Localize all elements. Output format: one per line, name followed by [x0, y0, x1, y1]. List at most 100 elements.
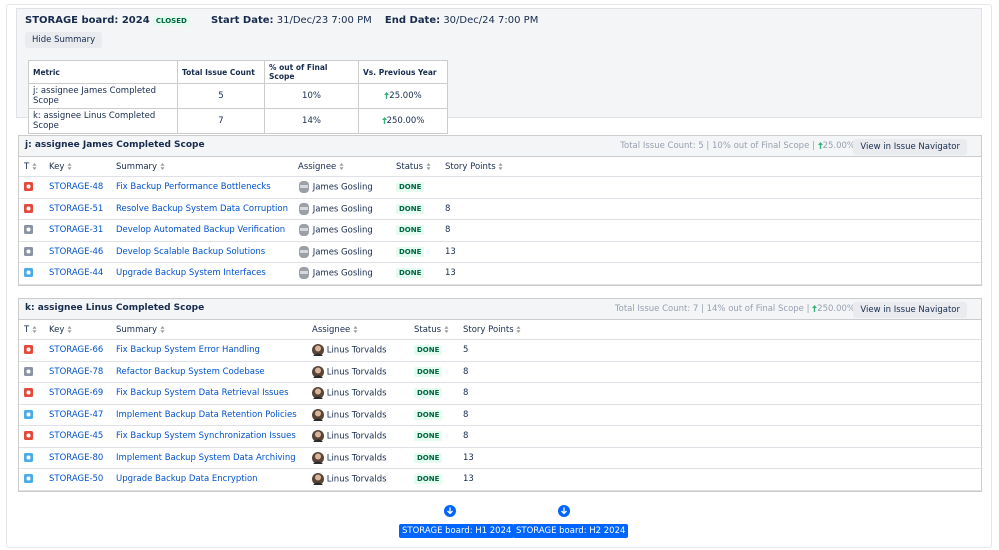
sort-icon — [353, 325, 358, 333]
key-cell: STORAGE-48 — [44, 176, 111, 199]
sort-icon — [67, 325, 72, 333]
status-cell: DONE — [409, 425, 458, 448]
key-cell: STORAGE-44 — [44, 262, 111, 285]
issue-type-icon — [24, 268, 33, 278]
issue-row: STORAGE-51 Resolve Backup System Data Cor… — [19, 198, 983, 220]
status-lozenge: DONE — [414, 409, 443, 420]
issue-key[interactable]: STORAGE-31 — [49, 225, 104, 236]
issue-summary[interactable]: Develop Scalable Backup Solutions — [116, 246, 266, 257]
issue-key[interactable]: STORAGE-48 — [49, 182, 104, 193]
issue-key[interactable]: STORAGE-44 — [49, 268, 104, 279]
issue-row: STORAGE-80 Implement Backup System Data A… — [19, 447, 983, 469]
issue-summary[interactable]: Fix Backup System Error Handling — [116, 345, 260, 356]
summary-cell: j: assignee James Completed Scope — [28, 83, 178, 109]
sort-icon — [32, 162, 37, 170]
issue-summary[interactable]: Implement Backup System Data Archiving — [116, 452, 296, 463]
issue-summary[interactable]: Fix Backup System Synchronization Issues — [116, 431, 296, 442]
avatar — [299, 267, 309, 280]
issue-key[interactable]: STORAGE-69 — [49, 388, 104, 399]
summary-cell: Develop Automated Backup Verification — [111, 219, 293, 242]
type-cell — [19, 241, 44, 263]
column-header: Key — [44, 320, 111, 340]
story-points: 8 — [463, 431, 469, 442]
issue-key[interactable]: STORAGE-50 — [49, 474, 104, 485]
summary-column: Vs. Previous Year — [358, 60, 448, 84]
issue-summary[interactable]: Resolve Backup System Data Corruption — [116, 203, 289, 214]
issue-key[interactable]: STORAGE-80 — [49, 452, 104, 463]
issue-type-icon — [24, 246, 33, 256]
issue-key[interactable]: STORAGE-66 — [49, 345, 104, 356]
assignee-cell: James Gosling — [293, 176, 391, 199]
issue-key[interactable]: STORAGE-51 — [49, 203, 104, 214]
status-lozenge: DONE — [396, 268, 425, 279]
points-cell — [440, 176, 983, 199]
assignee-cell: James Gosling — [293, 198, 391, 220]
status-lozenge: DONE — [414, 345, 443, 356]
column-header: Summary — [111, 320, 307, 340]
summary-cell: Implement Backup Data Retention Policies — [111, 404, 307, 426]
summary-body: j: assignee James Completed Scope 5 10% 25.… — [28, 83, 448, 134]
summary-cell: Resolve Backup System Data Corruption — [111, 198, 293, 220]
avatar — [312, 387, 324, 400]
points-cell: 13 — [440, 241, 983, 263]
assignee-name: James Gosling — [312, 268, 373, 279]
column-name: Story Points — [463, 324, 514, 335]
down-circle-icon — [558, 505, 570, 517]
key-cell: STORAGE-45 — [44, 425, 111, 448]
issue-key[interactable]: STORAGE-46 — [49, 246, 104, 257]
sort-icon — [339, 162, 344, 170]
issue-key[interactable]: STORAGE-78 — [49, 366, 104, 377]
status-cell: DONE — [409, 468, 458, 491]
type-cell — [19, 339, 44, 362]
view-navigator-button[interactable]: View in Issue Navigator — [853, 302, 967, 318]
key-cell: STORAGE-69 — [44, 382, 111, 405]
summary-cell: Fix Backup System Data Retrieval Issues — [111, 382, 307, 405]
avatar — [312, 473, 324, 486]
column-name: Status — [414, 324, 442, 335]
issue-summary[interactable]: Fix Backup System Data Retrieval Issues — [116, 388, 289, 399]
issue-summary[interactable]: Develop Automated Backup Verification — [116, 225, 286, 236]
sort-icon — [426, 162, 431, 170]
avatar — [299, 224, 309, 237]
issue-summary[interactable]: Implement Backup Data Retention Policies — [116, 409, 297, 420]
issue-type-icon — [24, 474, 33, 484]
type-cell — [19, 382, 44, 405]
section-header: j: assignee James Completed Scope Total I… — [19, 136, 981, 157]
board-link-button[interactable]: STORAGE board: H1 2024 — [399, 524, 515, 538]
status-cell: DONE — [391, 262, 440, 285]
issue-key[interactable]: STORAGE-45 — [49, 431, 104, 442]
status-cell: DONE — [409, 382, 458, 405]
column-header: Story Points — [458, 320, 983, 340]
avatar — [299, 245, 309, 258]
assignee-name: Linus Torvalds — [326, 474, 387, 485]
summary-cell: Fix Backup System Error Handling — [111, 339, 307, 362]
assignee-cell: Linus Torvalds — [307, 468, 409, 491]
issue-summary[interactable]: Upgrade Backup Data Encryption — [116, 474, 258, 485]
story-points: 8 — [445, 203, 451, 214]
table-body: STORAGE-48 Fix Backup Performance Bottlen… — [19, 176, 983, 285]
sort-icon — [160, 162, 165, 170]
issue-summary[interactable]: Upgrade Backup System Interfaces — [116, 268, 266, 279]
up-arrow — [381, 117, 387, 124]
summary-value: 10% — [302, 91, 321, 101]
view-navigator-button[interactable]: View in Issue Navigator — [853, 139, 967, 155]
summary-value: 25.00% — [389, 91, 422, 101]
issue-summary[interactable]: Fix Backup Performance Bottlenecks — [116, 182, 271, 193]
board-state: CLOSED — [152, 16, 190, 26]
summary-cell: Refactor Backup System Codebase — [111, 361, 307, 383]
column-header: Key — [44, 157, 111, 177]
key-cell: STORAGE-66 — [44, 339, 111, 362]
issue-type-icon — [24, 225, 33, 235]
issue-key[interactable]: STORAGE-47 — [49, 409, 104, 420]
points-cell: 13 — [440, 262, 983, 285]
key-cell: STORAGE-31 — [44, 219, 111, 242]
issue-summary[interactable]: Refactor Backup System Codebase — [116, 366, 265, 377]
down-circle-icon — [444, 505, 456, 517]
board-link-button[interactable]: STORAGE board: H2 2024 — [513, 524, 629, 538]
section-stats: Total Issue Count: 7 | 14% out of Final … — [615, 304, 855, 314]
column-header: Summary — [111, 157, 293, 177]
column-name: Status — [396, 161, 424, 172]
assignee-cell: Linus Torvalds — [307, 404, 409, 426]
column-header-row: T Key Summary Assignee Status Story Poin… — [19, 320, 983, 340]
hide-summary-button[interactable]: Hide Summary — [25, 32, 103, 48]
